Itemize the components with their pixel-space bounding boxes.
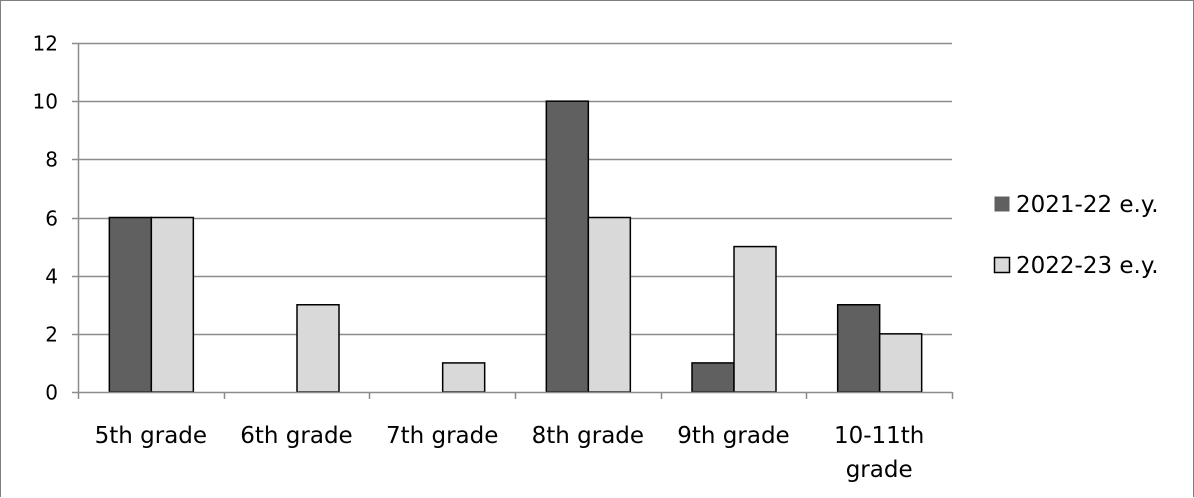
x-category-label-5-line1: grade [846,457,913,483]
bar-series1-cat4 [733,245,777,393]
y-tick-label-5: 10 [33,90,58,114]
x-category-label-4: 9th grade [677,423,789,449]
y-tick-label-1: 2 [45,323,58,347]
gridlines [78,42,952,336]
y-tick-label-6: 12 [33,32,58,56]
x-category-label-2: 7th grade [386,423,498,449]
bar-series1-cat5 [878,333,923,393]
bar-series0-cat4 [691,362,735,393]
x-category-label-3: 8th grade [532,423,644,449]
x-category-label-5: 10-11th [834,423,924,449]
bar-series1-cat3 [587,216,632,393]
bar-series1-cat0 [150,216,195,393]
legend: 2021-22 e.y. 2022-23 e.y. [993,192,1159,279]
legend-swatch-1 [993,256,1011,274]
legend-swatch-0 [994,196,1010,212]
x-category-labels: 5th grade 6th grade 7th grade 8th grade 9th … [95,423,925,483]
y-tick-label-0: 0 [45,381,58,405]
bar-series0-cat0 [108,216,153,393]
bar-series0-cat5 [836,304,881,393]
bar-series1-cat1 [296,304,340,393]
y-tick-labels: 0 2 4 6 8 10 12 [33,32,58,405]
legend-label-0: 2021-22 e.y. [1016,192,1159,218]
x-category-label-0: 5th grade [95,423,207,449]
bar-series1-cat2 [441,362,486,393]
y-tick-label-3: 6 [45,207,58,231]
legend-label-1: 2022-23 e.y. [1016,253,1159,279]
bars [108,100,923,393]
bar-series0-cat3 [545,100,590,393]
y-tick-label-2: 4 [45,265,58,289]
x-category-label-1: 6th grade [240,423,352,449]
y-tick-label-4: 8 [45,148,58,172]
axes [72,42,954,399]
